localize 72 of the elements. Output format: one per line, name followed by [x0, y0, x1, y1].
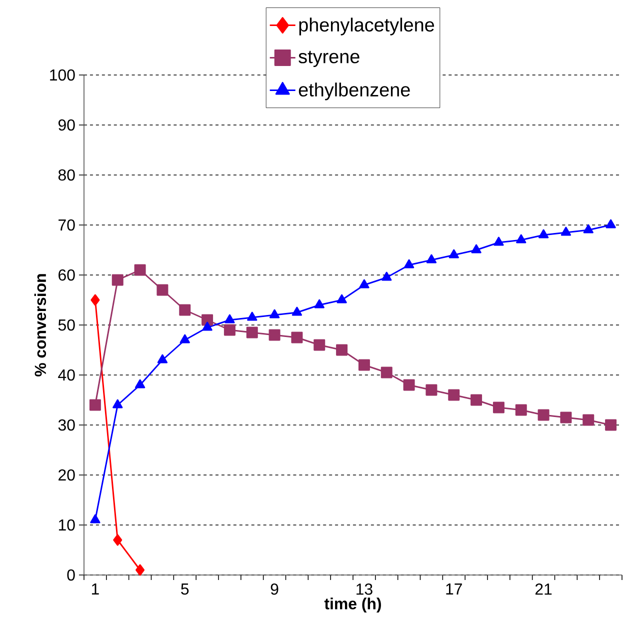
point [89, 399, 101, 411]
point [246, 326, 258, 338]
point [358, 359, 370, 371]
legend-label: styrene [298, 50, 360, 68]
x-tick-label: 13 [356, 584, 372, 595]
point [583, 224, 594, 234]
y-tick-label: 10 [58, 519, 75, 531]
point [134, 379, 146, 388]
legend-label: phenylacetylene [299, 18, 434, 36]
y-tick-label: 70 [58, 219, 75, 231]
y-tick-label: 100 [50, 69, 75, 81]
point [605, 419, 617, 431]
point [292, 306, 302, 316]
x-tick-label: 21 [535, 584, 552, 595]
point [470, 394, 482, 406]
point [606, 219, 616, 228]
point [560, 412, 572, 424]
point [448, 249, 459, 258]
point [492, 402, 504, 414]
point [157, 354, 168, 364]
point [179, 304, 191, 316]
point [582, 414, 594, 426]
y-tick-label: 80 [58, 169, 75, 181]
y-tick-label: 30 [58, 419, 75, 431]
point [268, 329, 280, 341]
x-tick-label: 9 [270, 584, 278, 595]
point [448, 389, 460, 401]
point [314, 339, 326, 351]
point [404, 259, 414, 268]
y-tick-label: 60 [58, 269, 75, 281]
y-tick-label: 0 [67, 569, 75, 581]
y-tick-label: 90 [58, 119, 75, 131]
point [336, 294, 347, 304]
point [359, 279, 370, 288]
point [314, 299, 324, 308]
y-tick-label: 20 [58, 469, 75, 481]
point [403, 379, 415, 391]
x-tick-label: 1 [92, 584, 99, 594]
legend-label: ethylbenzene [298, 82, 410, 100]
point [538, 229, 549, 238]
point [471, 244, 482, 254]
point [516, 234, 526, 244]
y-tick-label: 40 [58, 369, 75, 381]
point [224, 324, 236, 336]
point [515, 404, 527, 416]
y-tick-label: 50 [58, 319, 75, 331]
point [90, 294, 100, 306]
point [291, 332, 303, 344]
point [224, 314, 235, 324]
point [247, 312, 258, 321]
point [269, 309, 280, 318]
x-tick-label: 5 [181, 584, 189, 595]
x-axis-title: time (h) [324, 598, 381, 613]
x-tick-label: 17 [446, 584, 462, 594]
point [538, 409, 550, 421]
point [202, 322, 212, 331]
point [113, 534, 122, 546]
point [382, 272, 392, 281]
point [336, 344, 348, 356]
point [426, 384, 438, 396]
point [134, 264, 146, 276]
point [112, 274, 124, 286]
point [156, 284, 168, 296]
point [180, 334, 190, 344]
point [136, 564, 145, 576]
point [426, 254, 437, 264]
y-axis-title: % conversion [34, 274, 46, 376]
point [202, 314, 214, 326]
point [560, 226, 572, 236]
point [112, 399, 123, 408]
point [380, 366, 392, 378]
point [494, 236, 504, 246]
